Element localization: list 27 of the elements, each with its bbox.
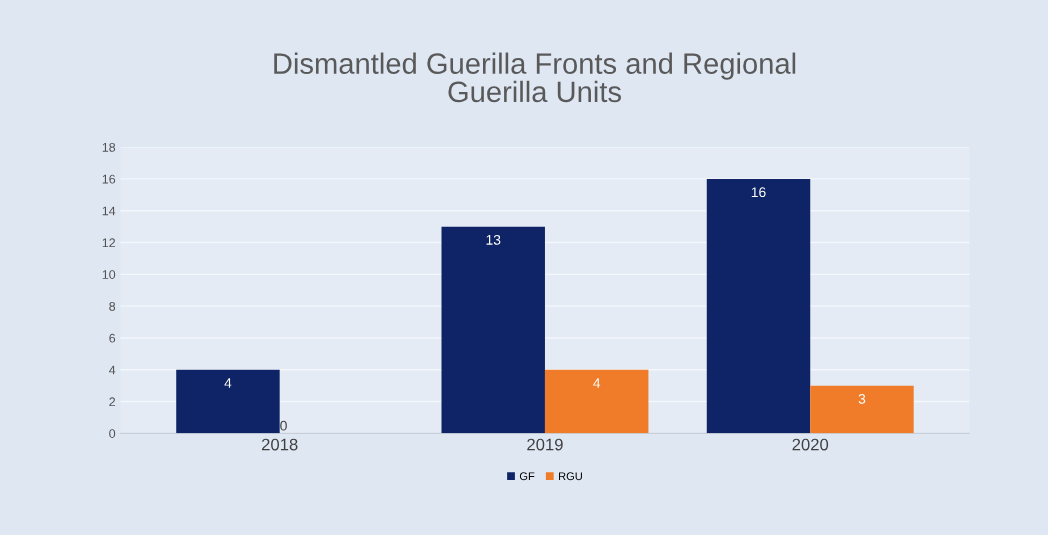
y-tick-label: 12 — [102, 238, 116, 248]
y-tick-label: 14 — [102, 206, 116, 216]
bar — [706, 178, 811, 434]
y-tick-label: 16 — [102, 174, 116, 184]
y-tick-label: 6 — [109, 333, 116, 343]
data-label: 0 — [280, 420, 287, 431]
chart-title: Dismantled Guerilla Fronts and Regional Guerilla Units — [274, 52, 796, 103]
data-label: 3 — [858, 393, 866, 404]
y-tick-label: 4 — [108, 365, 116, 375]
legend-label: GF — [519, 472, 535, 481]
data-label: 16 — [751, 187, 766, 198]
x-tick-label: 2020 — [792, 438, 829, 451]
data-label: 4 — [593, 378, 601, 388]
data-label: 4 — [224, 378, 232, 388]
data-label: 13 — [486, 234, 501, 245]
bar — [176, 369, 280, 434]
y-tick-label: 8 — [109, 301, 116, 311]
y-tick-label: 2 — [109, 397, 116, 407]
y-tick-label: 0 — [109, 429, 116, 438]
x-tick-label: 2018 — [261, 438, 298, 451]
x-tick-label: 2019 — [527, 438, 563, 451]
bar — [544, 369, 649, 434]
y-tick-label: 18 — [102, 142, 116, 152]
y-tick-label: 10 — [102, 270, 116, 279]
bar — [810, 385, 914, 434]
bar — [441, 226, 545, 434]
legend-label: RGU — [559, 472, 582, 481]
